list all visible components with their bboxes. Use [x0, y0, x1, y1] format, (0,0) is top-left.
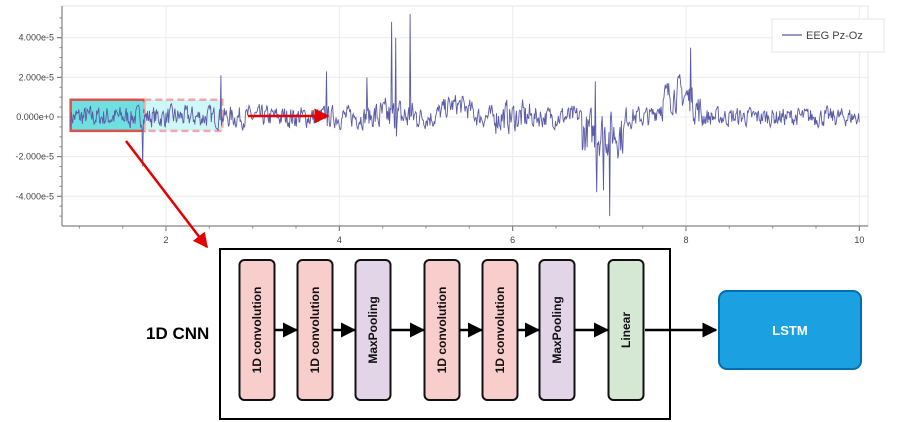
x-tick-label: 10	[854, 235, 864, 245]
model-diagram: 1D CNN 1D convolution 1D convolution MaxPo…	[146, 248, 862, 420]
eeg-signal-line	[70, 13, 860, 217]
cnn-label: 1D CNN	[146, 324, 209, 343]
cnn-block-1: 1D convolution	[238, 259, 276, 401]
cnn-block-4: 1D convolution	[423, 259, 461, 401]
window-to-cnn-arrow	[125, 140, 208, 249]
cnn-block-3: MaxPooling	[354, 259, 392, 401]
conv-label: 1D convolution	[435, 287, 449, 374]
x-tick-label: 8	[683, 235, 688, 245]
cnn-blocks: 1D convolution 1D convolution MaxPooling 1D…	[238, 259, 645, 401]
lstm-block: LSTM	[718, 290, 862, 370]
axes	[61, 6, 868, 227]
x-tick-label: 6	[510, 235, 515, 245]
legend: EEG Pz-Oz	[771, 18, 885, 53]
cnn-block-6: MaxPooling	[538, 259, 576, 401]
y-tick-label: 2.000e-5	[18, 72, 54, 82]
y-tick-label: 4.000e-5	[18, 33, 54, 43]
linear-label: Linear	[619, 312, 633, 348]
cnn-container	[219, 248, 671, 420]
x-tick-label: 4	[337, 235, 342, 245]
y-tick-label: 0.000e+0	[16, 112, 54, 122]
eeg-plot: 2 4 6 8 10 4.000e-5 2.000e-5 0.000e+0 -2.000e-5 -…	[15, 5, 885, 245]
cnn-block-2: 1D convolution	[296, 259, 334, 401]
ticks: 2 4 6 8 10 4.000e-5 2.000e-5 0.000e+0 -2.000e-5 -…	[15, 17, 864, 245]
legend-entry: EEG Pz-Oz	[806, 30, 863, 42]
cnn-block-7: Linear	[607, 259, 645, 401]
conv-label: 1D convolution	[250, 287, 264, 374]
pool-label: MaxPooling	[366, 296, 380, 363]
x-tick-label: 2	[163, 235, 168, 245]
conv-label: 1D convolution	[308, 287, 322, 374]
lstm-label: LSTM	[772, 323, 807, 338]
pool-label: MaxPooling	[550, 296, 564, 363]
lstm-box	[718, 290, 862, 370]
cnn-block-5: 1D convolution	[481, 259, 519, 401]
conv-label: 1D convolution	[493, 287, 507, 374]
y-tick-label: -2.000e-5	[15, 152, 54, 162]
grid	[62, 6, 868, 226]
y-tick-label: -4.000e-5	[15, 191, 54, 201]
